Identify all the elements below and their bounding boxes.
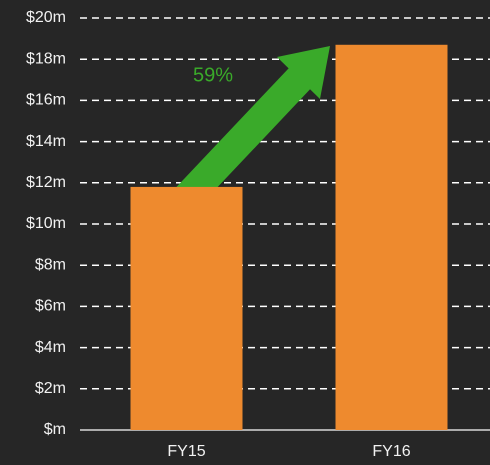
arrow-shaft <box>169 65 313 216</box>
x-tick-label: FY16 <box>372 443 410 460</box>
y-tick-label: $12m <box>26 174 66 191</box>
bars: FY15 FY16 <box>130 44 448 460</box>
bar <box>130 186 243 430</box>
y-tick-label: $4m <box>35 339 66 356</box>
y-tick-label: $2m <box>35 380 66 397</box>
y-tick-label: $6m <box>35 298 66 315</box>
arrow-head <box>277 46 330 99</box>
y-tick-label: $8m <box>35 256 66 273</box>
y-tick-label: $18m <box>26 50 66 67</box>
y-tick-label: $16m <box>26 92 66 109</box>
growth-arrow <box>169 46 330 216</box>
bar <box>335 44 448 430</box>
y-tick-label: $m <box>44 421 66 438</box>
x-tick-label: FY15 <box>167 443 205 460</box>
y-tick-label: $20m <box>26 9 66 26</box>
y-tick-label: $10m <box>26 215 66 232</box>
y-tick-label: $14m <box>26 133 66 150</box>
annotation: 59% <box>193 64 233 86</box>
